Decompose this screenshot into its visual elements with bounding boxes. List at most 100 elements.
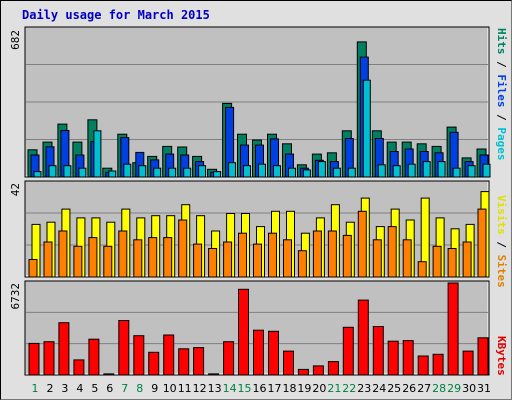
x-tick-label: 28 [432,382,446,395]
bar-pages-day-8 [138,165,147,178]
bar-pages-day-6 [108,170,117,178]
x-tick-label: 31 [477,382,491,395]
bar-sites-day-12 [193,243,203,278]
x-tick-label: 24 [372,382,386,395]
x-tick-label: 3 [61,382,68,395]
x-tick-label: 25 [387,382,401,395]
bar-kbytes-day-11 [178,348,190,376]
bar-kbytes-day-28 [432,353,444,376]
bar-kbytes-day-7 [118,320,130,376]
bar-sites-day-25 [387,226,397,278]
bar-pages-day-3 [63,165,72,178]
x-tick-label: 12 [193,382,207,395]
bar-kbytes-day-6 [103,373,115,376]
bar-pages-day-1 [33,171,42,178]
x-tick-label: 30 [462,382,476,395]
bar-pages-day-16 [258,163,266,178]
bar-sites-day-23 [357,210,367,278]
bar-sites-day-1 [28,259,38,278]
x-tick-label: 23 [357,382,371,395]
bar-kbytes-day-13 [208,373,220,376]
bar-kbytes-day-16 [253,329,264,376]
bar-sites-day-9 [148,237,158,278]
side-legend-segment: Hits [495,28,508,55]
bar-pages-day-18 [288,167,296,178]
bar-sites-day-19 [297,250,307,278]
bar-pages-day-10 [168,167,177,178]
bar-pages-day-13 [213,171,222,178]
bar-pages-day-24 [377,164,386,178]
bar-pages-day-29 [452,167,461,178]
x-tick-label: 22 [342,382,356,395]
bar-pages-day-25 [392,165,401,178]
x-tick-label: 11 [178,382,192,395]
bar-sites-day-28 [432,245,442,278]
side-legend-bottom: KBytes [495,336,508,376]
bar-pages-day-21 [332,167,341,178]
side-legend-segment: Sites [495,255,508,288]
bar-pages-day-11 [183,167,192,178]
bar-kbytes-day-21 [327,361,339,376]
side-legend-segment: KBytes [495,336,508,376]
bar-kbytes-day-14 [223,341,235,376]
side-legend-segment: Pages [495,127,508,160]
bar-pages-day-23 [362,79,371,178]
bar-sites-day-13 [208,248,218,278]
bar-sites-day-20 [312,230,322,278]
x-tick-label: 21 [327,382,341,395]
bar-pages-day-5 [93,130,102,178]
x-tick-label: 9 [151,382,158,395]
x-tick-label: 16 [253,382,267,395]
bar-kbytes-day-19 [297,368,309,376]
bar-sites-day-7 [118,230,128,278]
bar-sites-day-29 [447,248,457,278]
bar-sites-day-6 [103,245,113,278]
bar-kbytes-day-26 [402,340,414,376]
bar-pages-day-2 [48,165,57,178]
bar-pages-day-7 [123,163,132,178]
bar-kbytes-day-3 [58,322,70,376]
bar-kbytes-day-30 [462,350,474,376]
bar-kbytes-day-27 [417,355,429,376]
bar-sites-day-16 [253,243,262,278]
x-tick-label: 17 [268,382,282,395]
bar-kbytes-day-25 [387,340,399,376]
bar-sites-day-31 [477,208,487,278]
bar-kbytes-day-8 [133,335,145,376]
x-tick-label: 26 [402,382,416,395]
bar-sites-day-14 [223,241,233,278]
bar-sites-day-18 [283,239,292,278]
bar-kbytes-day-5 [88,338,100,376]
bar-kbytes-day-20 [312,365,324,376]
x-tick-label: 18 [283,382,297,395]
chart-title: Daily usage for March 2015 [22,8,210,22]
side-legend-segment: Files [495,74,508,107]
x-tick-label: 14 [223,382,237,395]
bar-sites-day-4 [73,245,83,278]
x-tick-label: 2 [47,382,54,395]
bar-kbytes-day-29 [447,282,459,376]
x-tick-label: 29 [447,382,461,395]
bar-pages-day-26 [407,163,416,178]
bar-kbytes-day-22 [342,326,354,376]
bar-kbytes-day-18 [283,350,294,376]
bar-kbytes-day-12 [193,347,205,376]
bar-kbytes-day-2 [43,341,55,376]
bar-sites-day-15 [238,232,247,278]
bar-sites-day-24 [372,239,382,278]
x-tick-label: 15 [238,382,252,395]
bar-pages-day-31 [482,163,491,178]
bar-pages-day-27 [422,161,431,178]
side-legend-segment: / [495,55,508,75]
bar-pages-day-22 [347,167,356,178]
x-tick-label: 4 [76,382,83,395]
bar-kbytes-day-4 [73,359,85,376]
bar-kbytes-day-17 [268,330,279,376]
side-legend-segment: Visits [495,195,508,235]
bar-kbytes-day-31 [477,337,489,376]
bar-sites-day-21 [327,230,337,278]
x-tick-label: 7 [121,382,128,395]
x-tick-label: 13 [208,382,222,395]
bar-kbytes-day-15 [238,288,249,376]
x-tick-label: 20 [312,382,326,395]
